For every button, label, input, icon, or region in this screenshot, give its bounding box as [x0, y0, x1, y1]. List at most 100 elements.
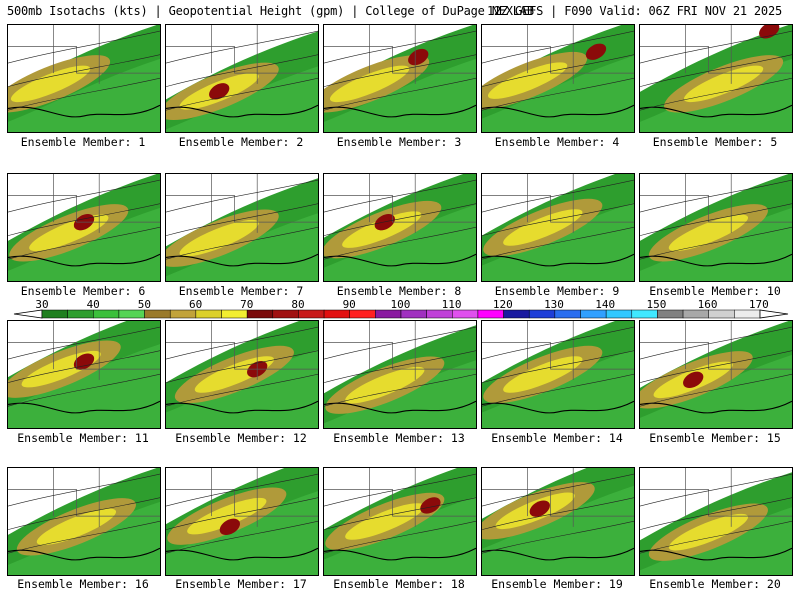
wind-70kt-region: [503, 209, 583, 246]
height-contour: [482, 77, 634, 111]
wind-70kt-region: [683, 65, 764, 103]
colorbar-swatch: [323, 309, 350, 319]
height-contour: [166, 520, 318, 554]
jet-max-80kt: [683, 371, 704, 389]
colorbar-swatch: [631, 309, 658, 319]
isotach-map: [482, 174, 634, 281]
colorbar-swatch: [67, 309, 94, 319]
colorbar-swatch: [169, 309, 197, 319]
ensemble-member-label: Ensemble Member: 18: [333, 577, 465, 591]
height-contour: [166, 226, 318, 260]
ensemble-panel: [639, 24, 793, 133]
ensemble-member-label: Ensemble Member: 4: [494, 135, 620, 149]
ensemble-member-label: Ensemble Member: 13: [333, 431, 465, 445]
height-contour: [640, 473, 792, 507]
height-contour: [166, 497, 318, 530]
wind-70kt-region: [668, 513, 749, 551]
ensemble-panel: [323, 173, 477, 282]
colorbar-tick-label: 30: [35, 298, 49, 311]
colorbar-swatch: [426, 309, 453, 319]
height-contour: [8, 77, 160, 111]
height-contour: [640, 373, 792, 407]
height-contour: [166, 30, 318, 64]
colorbar-tick-label: 130: [544, 298, 564, 311]
colorbar-swatch: [734, 309, 761, 319]
wind-70kt-region: [668, 214, 749, 252]
colorbar-swatch: [682, 309, 709, 319]
ensemble-member-label: Ensemble Member: 1: [20, 135, 146, 149]
isotach-map: [640, 25, 792, 132]
gulf-coastline: [482, 547, 634, 561]
wind-70kt-region: [345, 366, 425, 404]
isotach-map: [166, 321, 318, 428]
state-border: [640, 489, 709, 517]
ensemble-panel: [481, 24, 635, 133]
height-contour: [324, 54, 476, 87]
state-border: [324, 489, 393, 517]
isotach-map: [324, 25, 476, 132]
isotach-map: [324, 468, 476, 575]
height-contour: [640, 30, 792, 64]
colorbar-tick-label: 40: [86, 298, 100, 311]
colorbar-swatch: [349, 309, 376, 319]
colorbar-tick-label: 90: [342, 298, 356, 311]
height-contour: [640, 226, 792, 260]
state-border: [482, 489, 551, 517]
state-border: [8, 489, 77, 517]
colorbar-swatch: [503, 309, 530, 319]
ensemble-member-label: Ensemble Member: 6: [20, 284, 146, 298]
height-contour: [640, 520, 792, 554]
isotach-map: [8, 25, 160, 132]
state-border: [166, 489, 235, 517]
ensemble-panel: [323, 320, 477, 429]
ensemble-member-label: Ensemble Member: 10: [649, 284, 781, 298]
ensemble-member-label: Ensemble Member: 15: [649, 431, 781, 445]
height-contour: [640, 179, 792, 213]
colorbar-swatch: [195, 309, 222, 319]
colorbar-swatch: [657, 309, 684, 319]
isotach-map: [8, 468, 160, 575]
colorbar-tick-label: 50: [137, 298, 152, 311]
isotach-map: [8, 321, 160, 428]
ensemble-panel: [639, 467, 793, 576]
colorbar-tick-label: 160: [697, 298, 718, 311]
height-contour: [324, 350, 476, 383]
state-border: [324, 46, 393, 74]
state-border: [8, 342, 77, 370]
height-contour: [8, 30, 160, 64]
height-contour: [640, 203, 792, 236]
ensemble-panel: [165, 467, 319, 576]
gulf-coastline: [640, 104, 792, 118]
height-contour: [166, 326, 318, 360]
ensemble-panel: [639, 173, 793, 282]
wind-70kt-region: [179, 219, 259, 257]
ensemble-panel: [7, 320, 161, 429]
colorbar-swatch: [580, 309, 607, 319]
height-contour: [324, 473, 476, 507]
state-border: [640, 46, 709, 74]
height-contour: [8, 54, 160, 87]
gulf-coastline: [8, 400, 160, 414]
colorbar-swatch: [298, 309, 325, 319]
height-contour: [482, 203, 634, 236]
state-border: [640, 342, 709, 370]
height-contour: [324, 77, 476, 111]
height-contour: [482, 226, 634, 260]
gulf-coastline: [166, 253, 318, 267]
ensemble-panel: [481, 173, 635, 282]
ensemble-panel: [639, 320, 793, 429]
height-contour: [482, 473, 634, 507]
state-border: [166, 46, 235, 74]
isotach-map: [482, 321, 634, 428]
ensemble-member-label: Ensemble Member: 8: [336, 284, 462, 298]
ensemble-member-label: Ensemble Member: 7: [178, 284, 304, 298]
map-header-title: 500mb Isotachs (kts) | Geopotential Heig…: [7, 4, 534, 18]
state-border: [324, 195, 393, 223]
wind-70kt-region: [487, 62, 568, 99]
isotach-map: [324, 321, 476, 428]
isotach-map: [166, 174, 318, 281]
ensemble-member-label: Ensemble Member: 16: [17, 577, 149, 591]
colorbar-max-arrow: [759, 309, 789, 319]
height-contour: [324, 226, 476, 260]
height-contour: [324, 326, 476, 360]
